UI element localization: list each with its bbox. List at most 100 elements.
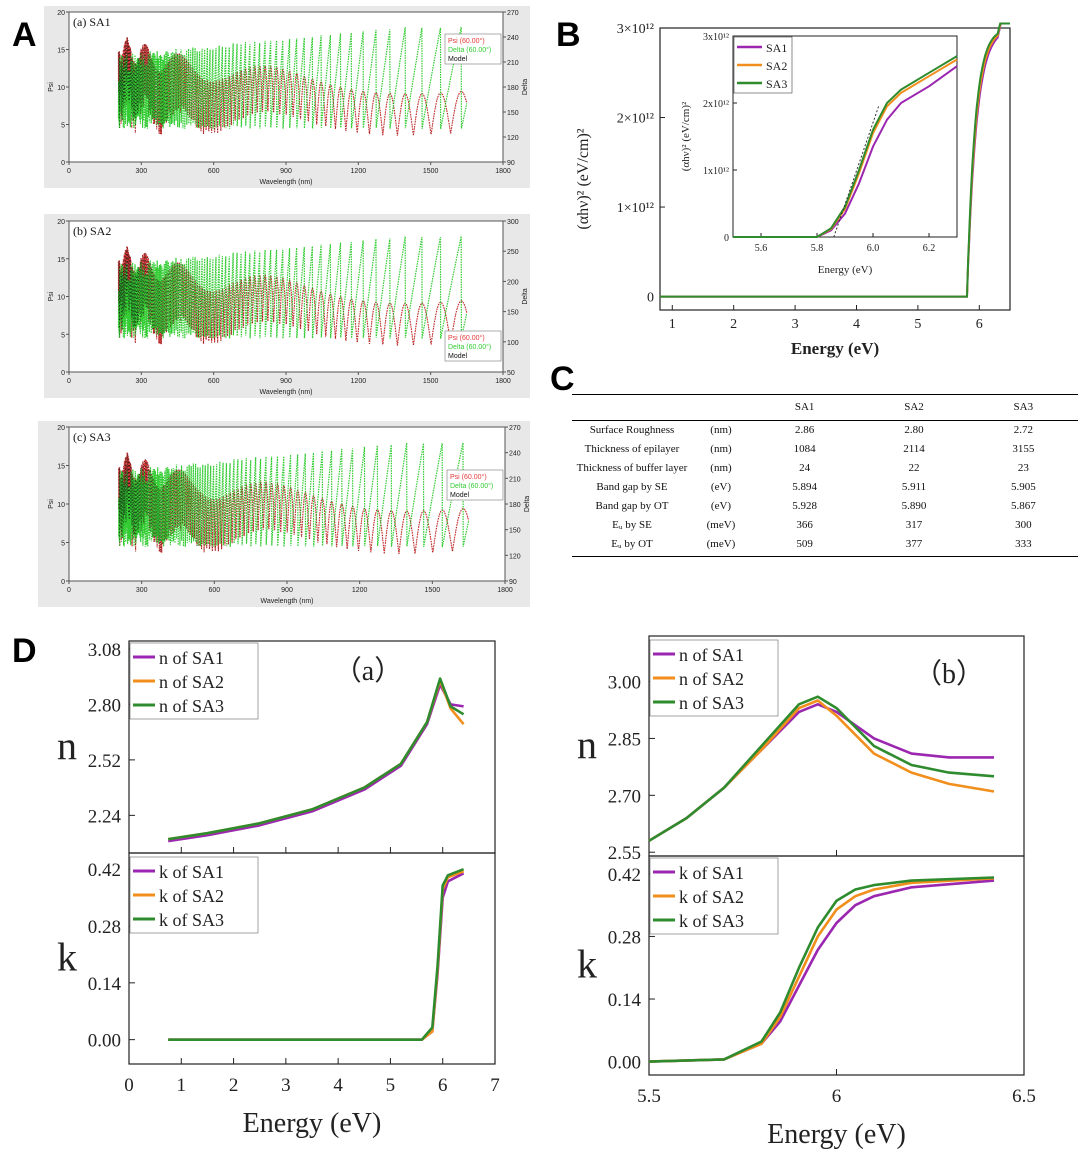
table-cell: 23 bbox=[1017, 462, 1029, 474]
delta-series bbox=[118, 442, 470, 548]
y-tick-label: 20 bbox=[57, 10, 65, 17]
y-tick-label: 3.00 bbox=[608, 673, 641, 694]
legend-entry: n of SA2 bbox=[159, 672, 224, 692]
y-tick-label: 15 bbox=[57, 48, 65, 55]
legend-box bbox=[444, 33, 502, 65]
x-tick-label: 1 bbox=[669, 317, 676, 332]
y-tick-label: 2.85 bbox=[608, 729, 641, 750]
y-axis-title: (αhν)² (eV/cm)² bbox=[575, 128, 592, 229]
y-tick-label: 3×10¹² bbox=[617, 22, 654, 37]
x-tick-label: 3 bbox=[281, 1075, 291, 1096]
y2-tick-label: 100 bbox=[507, 340, 519, 347]
subplot-title: (b) SA2 bbox=[73, 224, 111, 238]
x-tick-label: 0 bbox=[67, 587, 71, 594]
table-cell: 5.894 bbox=[792, 481, 818, 493]
y-tick-label: 0.28 bbox=[608, 927, 641, 948]
legend-entry: SA2 bbox=[766, 59, 787, 73]
x-tick-label: 0 bbox=[124, 1075, 134, 1096]
y2-axis-title: Delta bbox=[524, 496, 531, 512]
row-unit: (eV) bbox=[710, 500, 732, 512]
x-tick-label: 900 bbox=[281, 587, 293, 594]
series-line bbox=[168, 867, 465, 1041]
y-tick-label: 2.24 bbox=[88, 806, 122, 827]
x-tick-label: 300 bbox=[135, 168, 147, 175]
series-line bbox=[168, 677, 465, 841]
inset-series-line-SA3 bbox=[733, 55, 958, 238]
table-row: Eᵤ by OT (meV) 509 377 333 bbox=[572, 535, 1078, 557]
y-axis-title: n bbox=[57, 723, 77, 768]
table-cell: 333 bbox=[968, 535, 1078, 557]
x-tick-label: 1500 bbox=[425, 587, 441, 594]
y-tick-label: 15 bbox=[57, 464, 65, 471]
x-tick-label: 7 bbox=[490, 1075, 500, 1096]
legend-entry: Model bbox=[448, 56, 468, 63]
table-header-blank-0 bbox=[572, 394, 692, 421]
y2-tick-label: 90 bbox=[509, 579, 517, 586]
y-tick-label: 0.28 bbox=[88, 917, 121, 938]
table-cell: 1084 bbox=[793, 443, 816, 455]
inset-y-tick-label: 3x10¹² bbox=[703, 32, 729, 43]
x-tick-label: 6.5 bbox=[1012, 1086, 1036, 1107]
table-cell: 24 bbox=[799, 462, 811, 474]
legend-entry: n of SA3 bbox=[159, 696, 224, 716]
x-tick-label: 5 bbox=[386, 1075, 396, 1096]
x-tick-label: 1500 bbox=[423, 378, 439, 385]
y-tick-label: 0 bbox=[61, 370, 65, 377]
legend-entry: Psi (60.00°) bbox=[448, 334, 485, 342]
x-tick-label: 900 bbox=[280, 378, 292, 385]
y-tick-label: 2.70 bbox=[608, 786, 641, 807]
legend: k of SA1 k of SA2 k of SA3 bbox=[649, 857, 779, 935]
table-body: Surface Roughness (nm) 2.86 2.80 2.72 Thickne… bbox=[572, 421, 1078, 557]
delta-series bbox=[117, 27, 468, 130]
legend-entry: k of SA1 bbox=[679, 863, 744, 883]
y-axis-title: Psi bbox=[48, 291, 55, 301]
y-tick-label: 5 bbox=[61, 123, 65, 130]
y-tick-label: 20 bbox=[57, 219, 65, 226]
series-line bbox=[648, 695, 995, 842]
legend-entry: Model bbox=[448, 353, 468, 360]
table-row: Band gap by OT (eV) 5.928 5.890 5.867 bbox=[572, 497, 1078, 516]
y-axis-title: n bbox=[577, 722, 597, 767]
x-tick-label: 300 bbox=[135, 378, 147, 385]
y2-tick-label: 150 bbox=[509, 528, 521, 535]
y-tick-label: 0.00 bbox=[88, 1031, 121, 1052]
legend-entry: n of SA3 bbox=[679, 693, 744, 713]
y-axis-title: Psi bbox=[48, 82, 55, 92]
table-header-row: SA1 SA2 SA3 bbox=[572, 394, 1078, 421]
x-tick-label: 900 bbox=[280, 168, 292, 175]
y-tick-label: 1×10¹² bbox=[617, 201, 654, 216]
y2-tick-label: 200 bbox=[507, 279, 519, 286]
x-tick-label: 300 bbox=[136, 587, 148, 594]
y-tick-label: 10 bbox=[57, 85, 65, 92]
y2-tick-label: 210 bbox=[507, 60, 519, 67]
legend-entry: Psi (60.00°) bbox=[450, 473, 487, 481]
subplot-title: (a) SA1 bbox=[73, 15, 111, 29]
y2-tick-label: 50 bbox=[507, 370, 515, 377]
x-tick-label: 1200 bbox=[352, 587, 368, 594]
y2-tick-label: 240 bbox=[507, 35, 519, 42]
legend-entry: n of SA1 bbox=[159, 648, 224, 668]
table-row: Band gap by SE (eV) 5.894 5.911 5.905 bbox=[572, 478, 1078, 497]
table-cell: 5.867 bbox=[1010, 500, 1036, 512]
legend: Psi (60.00°)Delta (60.00°) Model bbox=[446, 469, 504, 501]
table-cell: 5.928 bbox=[792, 500, 818, 512]
y-tick-label: 0.42 bbox=[608, 865, 641, 886]
x-axis-title: Wavelength (nm) bbox=[259, 179, 312, 186]
y-tick-label: 0.00 bbox=[608, 1053, 641, 1074]
y-axis-title: Psi bbox=[48, 499, 55, 509]
row-label: Surface Roughness bbox=[589, 424, 675, 436]
y-tick-label: 5 bbox=[61, 332, 65, 339]
table-cell: 5.911 bbox=[901, 481, 927, 493]
legend-entry: k of SA2 bbox=[159, 886, 224, 906]
legend: k of SA1 k of SA2 k of SA3 bbox=[129, 856, 259, 934]
panel-letter-B: B bbox=[556, 16, 581, 54]
table-row: Surface Roughness (nm) 2.86 2.80 2.72 bbox=[572, 421, 1078, 441]
table-cell: 509 bbox=[750, 535, 860, 557]
y2-tick-label: 120 bbox=[509, 553, 521, 560]
subplot-title: （b） bbox=[914, 658, 984, 690]
legend-entry: n of SA1 bbox=[679, 645, 744, 665]
legend-entry: Delta (60.00°) bbox=[448, 46, 491, 54]
table-c: SA1 SA2 SA3 Surface Roughness (nm) 2.86 2.80 2… bbox=[572, 394, 1078, 557]
table-header-SA2: SA2 bbox=[859, 394, 969, 421]
